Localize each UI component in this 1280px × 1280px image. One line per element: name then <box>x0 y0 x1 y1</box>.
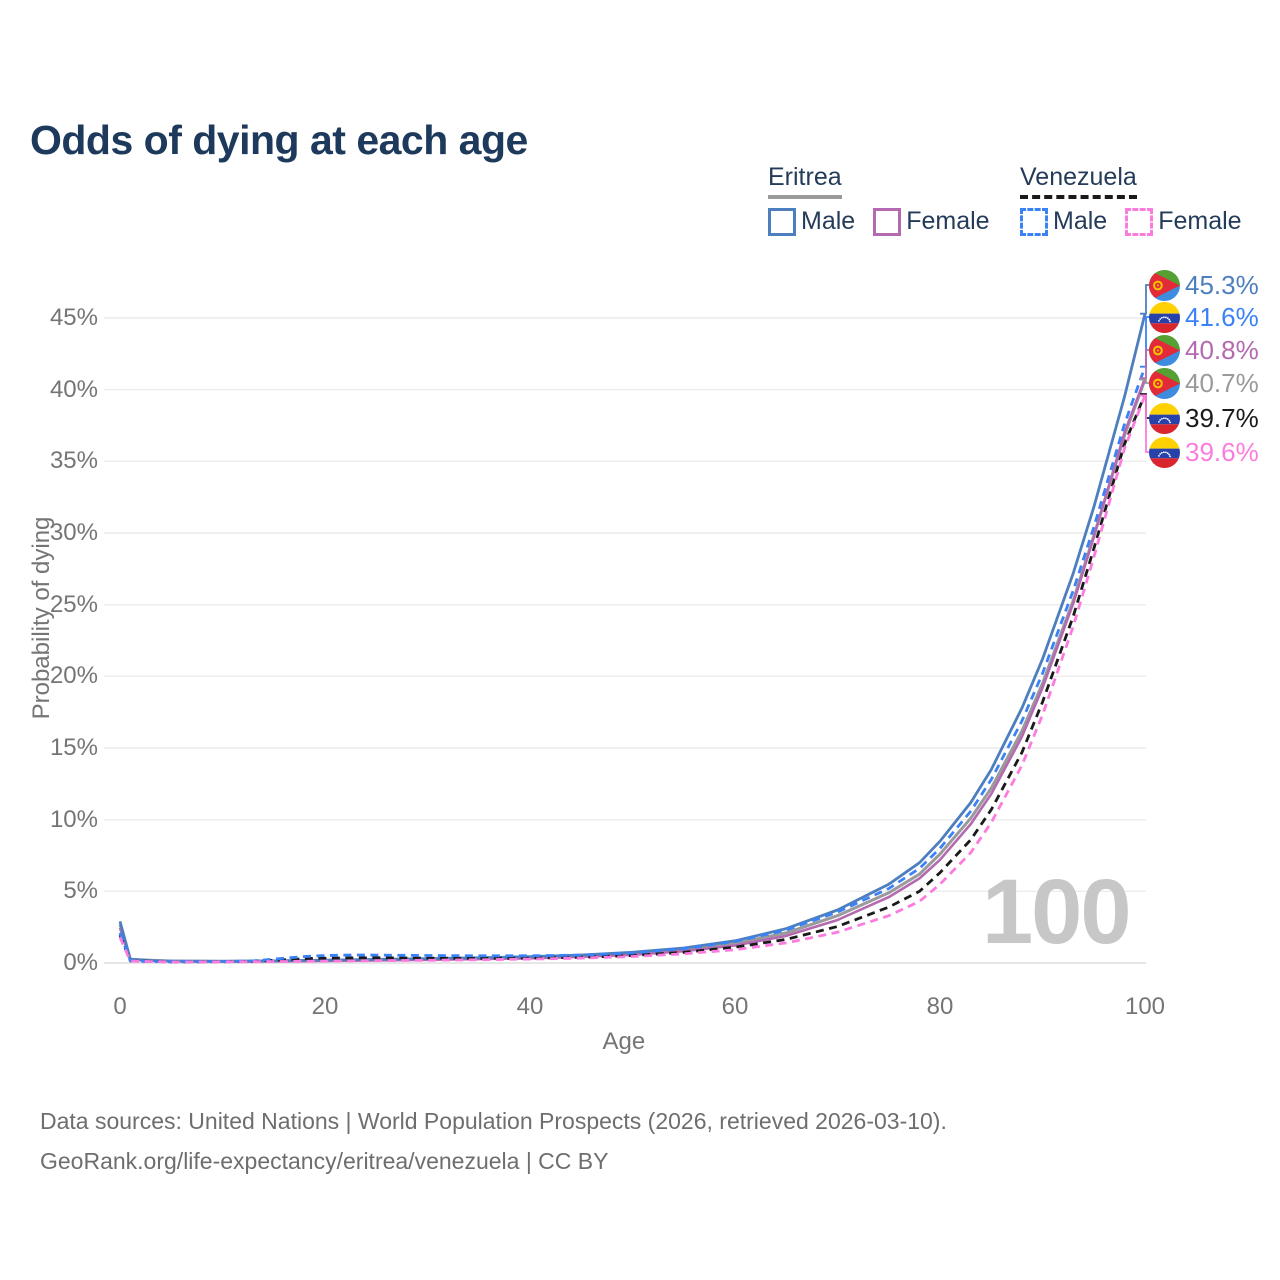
venezuela-flag-icon <box>1149 402 1180 434</box>
legend-checkbox[interactable] <box>873 207 902 236</box>
eritrea-flag-icon <box>1149 334 1180 366</box>
legend-checkbox[interactable] <box>1020 207 1048 236</box>
end-label-venezuela-female: 39.6% <box>1149 436 1259 468</box>
legend-group-venezuela: Venezuela Male Female <box>1020 163 1242 236</box>
y-tick-label: 0% <box>63 949 98 976</box>
series-line-venezuela-female <box>118 394 1147 964</box>
venezuela-flag-icon <box>1149 301 1180 333</box>
y-tick-label: 15% <box>49 734 98 761</box>
y-tick-label: 20% <box>49 662 98 690</box>
x-tick-label: 0 <box>113 993 127 1020</box>
legend-checkbox[interactable] <box>768 207 796 236</box>
eritrea-flag-icon <box>1149 269 1180 301</box>
legend-country-label: Eritrea <box>768 163 842 199</box>
x-axis-title: Age <box>602 1028 646 1055</box>
x-tick-label: 80 <box>926 993 954 1020</box>
legend-item-label: Female <box>906 207 990 235</box>
source-line-1: Data sources: United Nations | World Pop… <box>40 1108 947 1134</box>
end-label-value: 41.6% <box>1185 301 1259 332</box>
end-label-value: 39.7% <box>1185 402 1259 433</box>
x-tick-label: 40 <box>516 993 544 1020</box>
x-tick-label: 60 <box>721 993 749 1020</box>
y-tick-label: 40% <box>49 375 98 403</box>
end-label-value: 40.8% <box>1185 334 1259 365</box>
y-tick-label: 30% <box>49 519 98 546</box>
x-tick-label: 100 <box>1124 993 1166 1020</box>
legend-item-venezuela-female[interactable]: Female <box>1125 207 1242 236</box>
end-label-leader <box>1140 284 1151 315</box>
end-label-value: 39.6% <box>1185 436 1259 467</box>
source-line-2: GeoRank.org/life-expectancy/eritrea/vene… <box>40 1148 609 1174</box>
y-tick-label: 5% <box>63 877 98 905</box>
legend-item-eritrea-female[interactable]: Female <box>873 207 990 236</box>
legend-item-label: Female <box>1158 207 1242 235</box>
end-label-leader <box>1140 378 1151 384</box>
y-tick-label: 25% <box>49 590 98 618</box>
legend-item-label: Male <box>1053 207 1108 235</box>
legend-country-label: Venezuela <box>1020 163 1137 199</box>
legend-item-venezuela-male[interactable]: Male <box>1020 207 1107 236</box>
end-label-venezuela-both: 39.7% <box>1149 402 1259 434</box>
end-label-value: 45.3% <box>1185 269 1259 300</box>
page-title: Odds of dying at each age <box>30 117 528 164</box>
legend-item-eritrea-male[interactable]: Male <box>768 207 855 236</box>
legend-group-eritrea: Eritrea Male Female <box>768 163 990 236</box>
y-tick-label: 35% <box>49 447 98 475</box>
y-axis-title: Probability of dying <box>28 516 55 720</box>
end-label-eritrea-both: 40.7% <box>1149 367 1259 399</box>
end-label-leader <box>1140 394 1151 453</box>
y-tick-label: 45% <box>49 304 98 331</box>
end-label-value: 40.7% <box>1185 367 1259 398</box>
end-label-leader <box>1140 316 1151 368</box>
end-label-eritrea-female: 40.8% <box>1149 334 1259 366</box>
x-tick-label: 20 <box>311 993 339 1020</box>
eritrea-flag-icon <box>1149 367 1180 399</box>
legend-item-label: Male <box>801 207 856 235</box>
y-tick-label: 10% <box>49 805 98 833</box>
age-watermark: 100 <box>982 861 1132 963</box>
end-label-leader <box>1140 349 1151 380</box>
end-label-eritrea-male: 45.3% <box>1149 269 1259 301</box>
legend-checkbox[interactable] <box>1125 207 1154 236</box>
venezuela-flag-icon <box>1149 436 1180 468</box>
end-label-venezuela-male: 41.6% <box>1149 301 1259 333</box>
